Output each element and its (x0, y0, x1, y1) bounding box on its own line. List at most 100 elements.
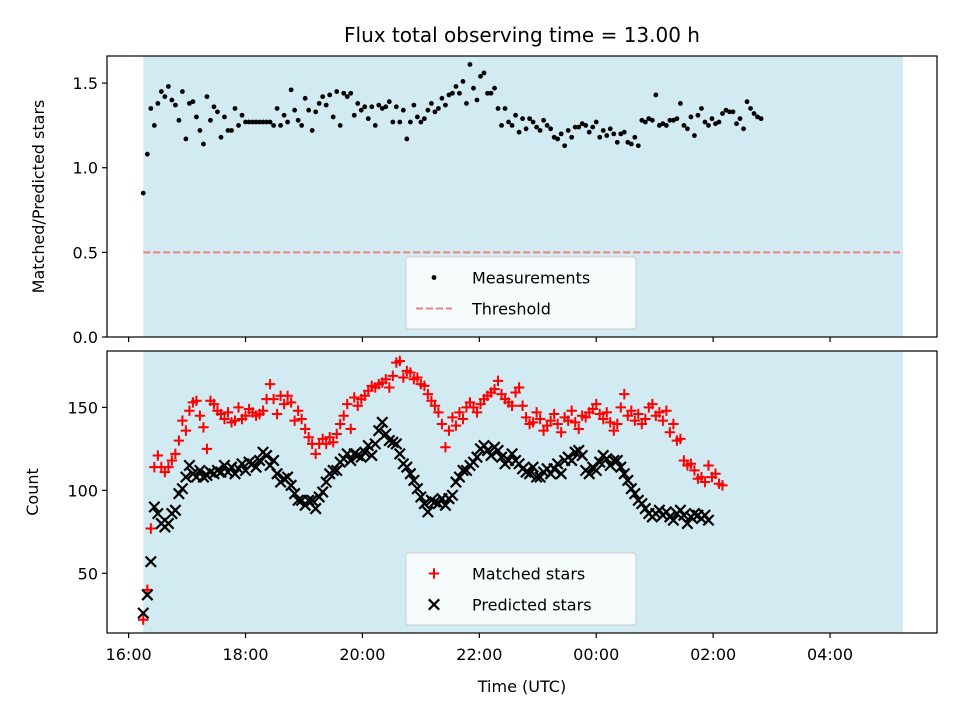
legend-label: Matched stars (472, 565, 585, 584)
data-point (710, 468, 721, 479)
data-point (513, 112, 518, 118)
data-point (688, 507, 701, 520)
data-point (232, 106, 238, 111)
data-point (428, 495, 441, 508)
data-point (531, 407, 542, 418)
data-point (404, 467, 417, 480)
data-point (400, 461, 413, 474)
data-point (303, 432, 314, 443)
data-point (460, 78, 466, 84)
data-point (541, 117, 547, 123)
data-point (685, 458, 697, 469)
data-point (471, 85, 476, 91)
data-point (260, 119, 266, 125)
data-point (155, 100, 161, 106)
data-point (369, 104, 375, 110)
x-tick-label: 22:00 (456, 645, 502, 664)
data-point (555, 427, 567, 438)
data-point (310, 448, 321, 460)
data-point (180, 89, 185, 94)
data-point (667, 117, 673, 123)
data-point (390, 437, 403, 450)
data-point (699, 106, 704, 111)
data-point (250, 119, 255, 125)
data-point (527, 417, 539, 428)
data-point (605, 417, 616, 428)
data-point (573, 423, 584, 435)
data-point (544, 123, 550, 128)
data-point (365, 449, 378, 462)
data-point (335, 418, 346, 430)
data-point (600, 452, 613, 465)
data-point (419, 380, 430, 392)
data-point (677, 509, 690, 522)
data-point (447, 412, 458, 423)
data-point (506, 400, 518, 411)
data-point (572, 124, 578, 130)
data-point (243, 456, 256, 469)
data-point (619, 388, 630, 400)
data-point (289, 415, 300, 426)
data-point (520, 116, 525, 122)
data-point (608, 425, 619, 436)
data-point (176, 117, 182, 123)
data-point (267, 119, 273, 125)
data-point (628, 141, 634, 147)
data-point (183, 459, 196, 472)
data-point (372, 424, 385, 437)
data-point (569, 134, 575, 140)
data-point (566, 405, 577, 416)
legend-label: Predicted stars (472, 596, 592, 615)
data-point (489, 383, 500, 395)
data-point (612, 418, 623, 430)
y-tick-label: 150 (67, 398, 98, 417)
data-point (281, 112, 287, 118)
data-point (348, 90, 354, 96)
x-tick-label: 16:00 (106, 645, 152, 664)
data-point (170, 448, 181, 460)
data-point (288, 87, 294, 93)
data-point (664, 427, 676, 438)
data-point (285, 119, 291, 125)
data-point (601, 407, 612, 418)
data-point (141, 588, 154, 601)
data-point (621, 129, 627, 135)
x-tick-label: 04:00 (807, 645, 853, 664)
data-point (362, 439, 375, 452)
data-point (292, 107, 298, 113)
data-point (222, 114, 227, 120)
data-point (191, 395, 202, 406)
data-point (457, 90, 462, 96)
data-point (628, 487, 641, 500)
data-point (386, 99, 392, 105)
data-point (268, 393, 279, 405)
data-point (530, 119, 536, 125)
ratio-panel: 0.0 0.5 1.0 1.5 Matched/Predicted stars Measu… (29, 55, 938, 347)
data-point (225, 128, 231, 133)
data-point (384, 382, 395, 393)
data-point (158, 89, 164, 94)
series-measurements (140, 62, 764, 196)
data-point (380, 374, 392, 385)
data-point (709, 116, 715, 122)
data-point (264, 119, 269, 125)
legend-marker (428, 568, 440, 579)
data-point (548, 126, 554, 132)
data-point (144, 151, 150, 157)
data-point (499, 123, 504, 128)
data-point (457, 413, 469, 425)
data-point (236, 123, 241, 128)
data-point (338, 410, 349, 421)
data-point (604, 133, 610, 138)
data-point (688, 114, 694, 120)
data-point (506, 119, 511, 125)
data-point (397, 119, 403, 125)
data-point (649, 117, 655, 123)
data-point (327, 92, 333, 98)
x-axis-label: Time (UTC) (477, 677, 566, 696)
data-point (302, 95, 308, 101)
data-point (516, 129, 522, 135)
data-point (246, 119, 252, 125)
data-point (222, 407, 234, 418)
data-point (257, 119, 262, 125)
